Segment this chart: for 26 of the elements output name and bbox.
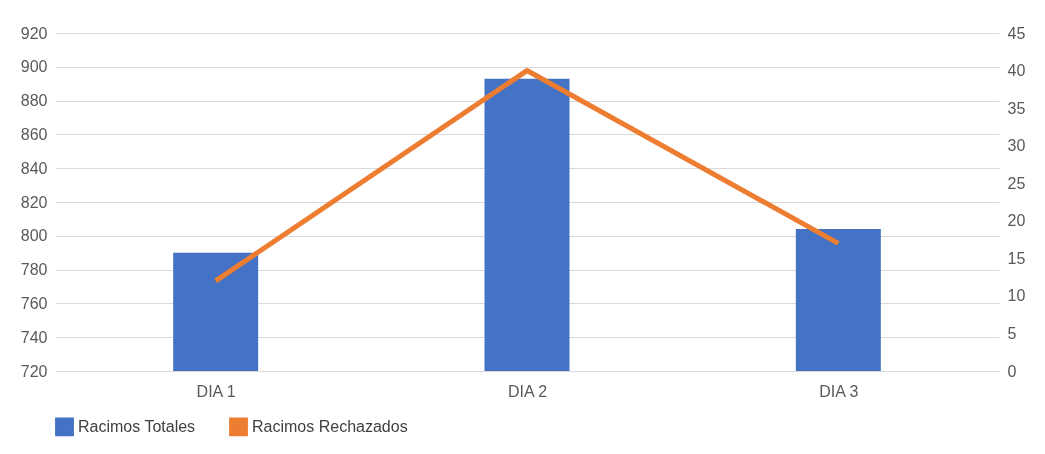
y2-tick-label: 35 xyxy=(1007,99,1026,117)
y-tick-label: 780 xyxy=(20,261,48,279)
y2-tick-label: 5 xyxy=(1007,324,1017,342)
y-tick-label: 740 xyxy=(20,328,48,346)
y-tick-label: 760 xyxy=(20,294,48,312)
x-tick-label: DIA 3 xyxy=(819,382,859,400)
x-tick-label: DIA 1 xyxy=(196,382,236,400)
y-tick-label: 720 xyxy=(20,362,48,380)
y-tick-label: 920 xyxy=(20,24,48,42)
y2-tick-label: 10 xyxy=(1007,287,1026,305)
y-tick-label: 840 xyxy=(20,159,48,177)
y-tick-label: 800 xyxy=(20,227,48,245)
x-tick-label: DIA 2 xyxy=(507,382,548,400)
legend-label: Racimos Rechazados xyxy=(252,417,408,435)
y2-tick-label: 20 xyxy=(1007,212,1026,230)
y2-tick-label: 15 xyxy=(1007,249,1026,267)
y-tick-label: 880 xyxy=(20,92,48,110)
y2-tick-label: 30 xyxy=(1007,137,1026,155)
y-tick-label: 820 xyxy=(20,193,48,211)
y2-tick-label: 40 xyxy=(1007,62,1026,80)
y2-tick-label: 0 xyxy=(1007,362,1017,380)
legend-label: Racimos Totales xyxy=(78,417,196,435)
y-tick-label: 860 xyxy=(20,125,48,143)
y-tick-label: 900 xyxy=(20,58,48,76)
y2-tick-label: 25 xyxy=(1007,174,1026,192)
y2-tick-label: 45 xyxy=(1007,24,1026,42)
